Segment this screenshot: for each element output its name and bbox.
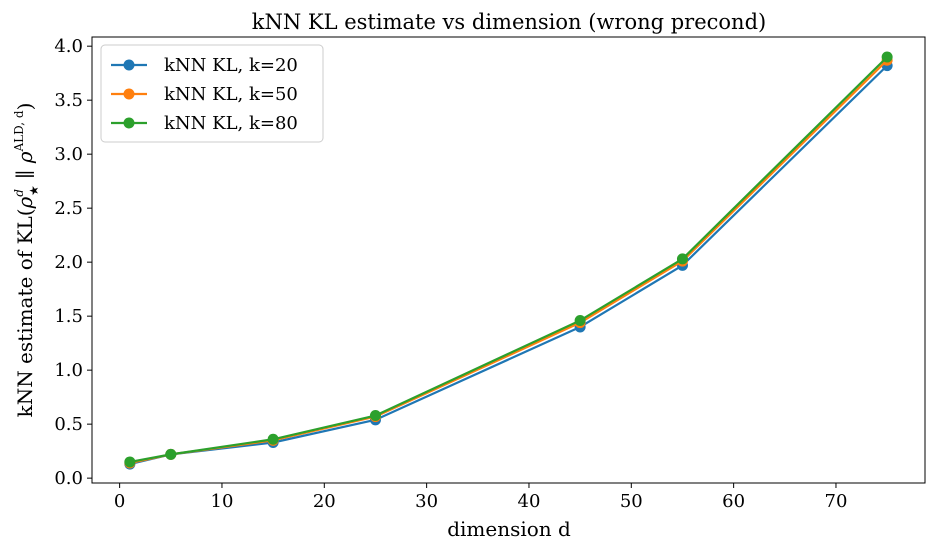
y-axis-label-sep: ∥ [13,163,37,185]
legend-marker-3 [123,117,135,129]
plot-frame [91,36,926,484]
x-tick-label: 50 [620,491,643,512]
y-axis-label: kNN estimate of KL(ρd★ ∥ ρALD, d) [12,103,41,418]
series-3-point [369,410,381,422]
y-tick-label: 4.0 [54,36,83,57]
y-tick-label: 0.5 [54,414,83,435]
y-axis-label-main: kNN estimate of KL( [13,208,37,417]
x-tick-label: 20 [313,491,336,512]
x-tick-label: 30 [415,491,438,512]
legend-label-3: kNN KL, k=80 [164,113,298,134]
y-tick-label: 2.0 [54,252,83,273]
series-3-point [267,433,279,445]
y-axis-label-rho2-sup: ALD, d [12,110,26,152]
x-tick-label: 10 [211,491,234,512]
legend-label-2: kNN KL, k=50 [164,84,298,105]
x-tick-label: 60 [722,491,745,512]
y-axis-label-rho2: ρ [13,151,37,164]
x-tick-label: 70 [825,491,848,512]
series-3-point [165,448,177,460]
y-tick-label: 2.5 [54,198,83,219]
y-tick-label: 1.5 [54,306,83,327]
x-tick-label: 0 [114,491,125,512]
y-axis-label-close: ) [13,103,37,111]
y-axis-label-rho: ρ [13,196,37,209]
y-axis-label-rho-sup: d [12,189,26,197]
x-tick-label: 40 [518,491,541,512]
series-3-point [881,51,893,63]
x-axis-ticks: 0 10 20 30 40 50 60 70 [114,483,848,512]
series-layer [124,51,893,470]
y-tick-label: 0.0 [54,468,83,489]
legend-marker-1 [123,59,135,71]
legend: kNN KL, k=20 kNN KL, k=50 kNN KL, k=80 [100,44,324,143]
y-tick-label: 1.0 [54,360,83,381]
series-3-point [574,314,586,326]
legend-marker-2 [123,88,135,100]
series-3-point [676,253,688,265]
legend-label-1: kNN KL, k=20 [164,55,298,76]
legend-frame [100,44,324,143]
x-axis-label: dimension d [447,517,571,541]
y-tick-label: 3.0 [54,144,83,165]
y-axis-ticks: 0.0 0.5 1.0 1.5 2.0 2.5 3.0 3.5 4.0 [54,36,92,489]
chart-title: kNN KL estimate vs dimension (wrong prec… [252,10,766,34]
series-3-point [124,456,136,468]
y-axis-label-rho-sub: ★ [27,185,41,196]
y-tick-label: 3.5 [54,90,83,111]
